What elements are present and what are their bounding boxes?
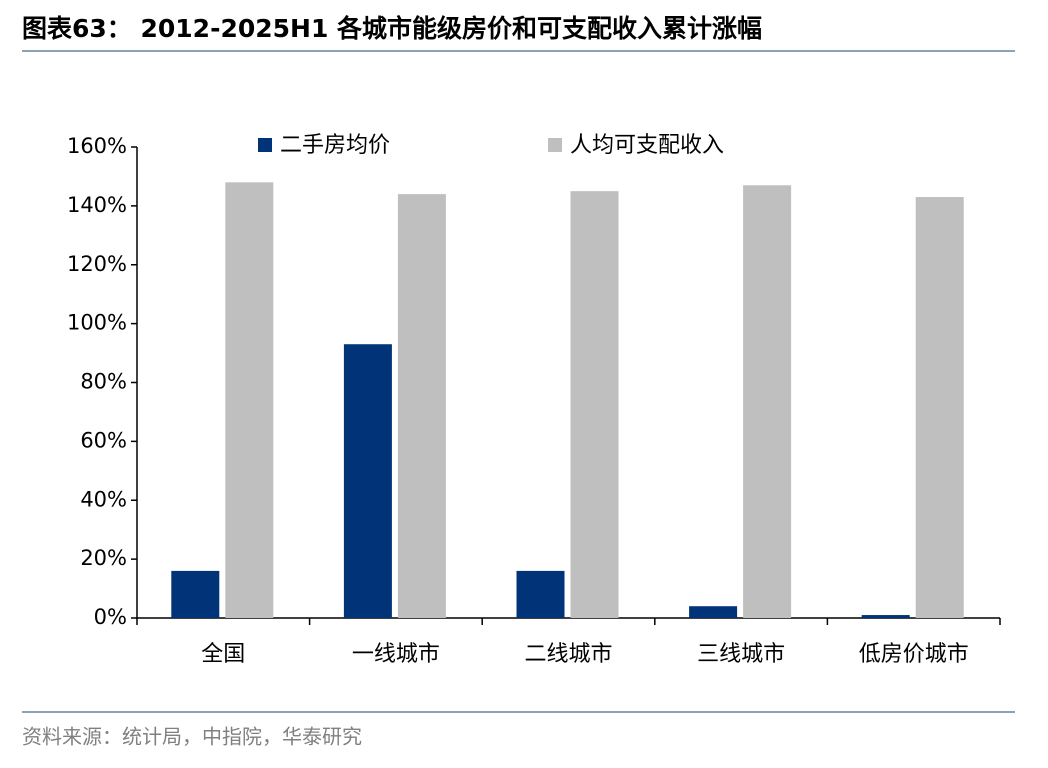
y-tick-label: 0% — [94, 605, 127, 629]
bar — [689, 606, 738, 618]
legend-label: 二手房均价 — [280, 133, 390, 158]
y-tick-label: 60% — [80, 428, 127, 452]
bar — [516, 570, 565, 618]
bar — [915, 197, 964, 618]
legend-swatch — [258, 138, 272, 152]
bar — [743, 185, 792, 619]
x-tick-label: 全国 — [201, 642, 245, 667]
y-tick-label: 160% — [67, 134, 127, 158]
chart-title: 图表63： 2012-2025H1 各城市能级房价和可支配收入累计涨幅 — [22, 14, 762, 43]
x-tick-label: 三线城市 — [697, 642, 785, 667]
x-tick-label: 二线城市 — [524, 642, 612, 667]
legend-label: 人均可支配收入 — [570, 133, 724, 158]
y-tick-label: 40% — [80, 487, 127, 511]
legend-swatch — [548, 138, 562, 152]
bar — [861, 615, 910, 618]
bar — [343, 344, 392, 618]
bar — [570, 191, 619, 618]
x-tick-label: 一线城市 — [352, 642, 440, 667]
source-note: 资料来源：统计局，中指院，华泰研究 — [22, 725, 362, 749]
x-tick-label: 低房价城市 — [859, 642, 969, 667]
y-tick-label: 140% — [67, 193, 127, 217]
y-tick-label: 20% — [80, 546, 127, 570]
bar — [171, 570, 220, 618]
bar — [225, 182, 274, 618]
y-tick-label: 120% — [67, 252, 127, 276]
y-tick-label: 80% — [80, 370, 127, 394]
bar — [397, 194, 446, 618]
y-tick-label: 100% — [67, 311, 127, 335]
